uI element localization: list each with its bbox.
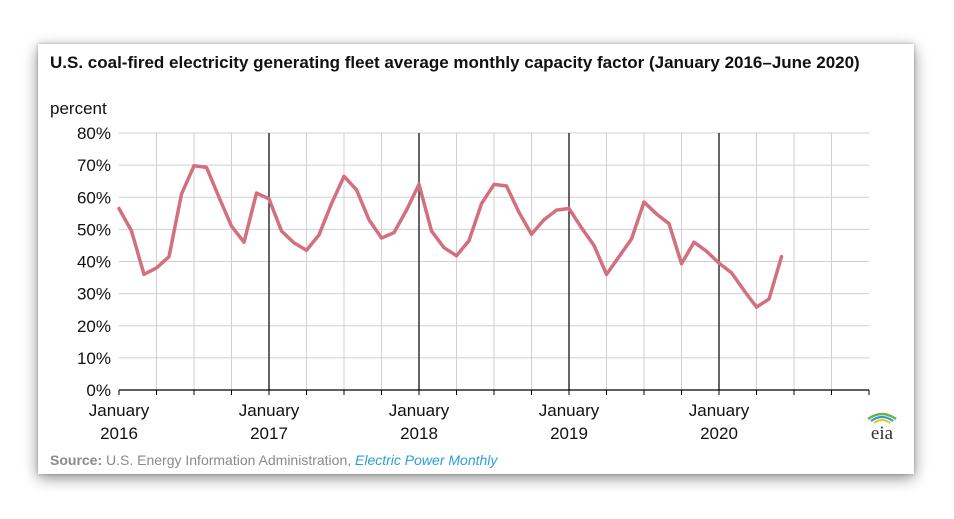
chart-card: U.S. coal-fired electricity generating f… bbox=[38, 44, 914, 474]
x-tick-label-year: 2017 bbox=[250, 424, 288, 443]
data-point bbox=[392, 230, 396, 235]
x-tick-label-month: January bbox=[389, 401, 450, 420]
data-point bbox=[504, 184, 509, 188]
data-point bbox=[442, 246, 446, 250]
data-point bbox=[379, 236, 384, 240]
data-point bbox=[117, 206, 121, 211]
data-point bbox=[329, 202, 334, 206]
data-point bbox=[767, 297, 771, 301]
y-tick-label: 0% bbox=[86, 381, 111, 400]
data-point bbox=[167, 255, 171, 259]
y-tick-label: 80% bbox=[77, 124, 111, 143]
data-point bbox=[754, 305, 759, 309]
data-point bbox=[692, 240, 696, 244]
data-point bbox=[279, 229, 284, 233]
data-point bbox=[204, 165, 209, 169]
data-point bbox=[742, 288, 746, 293]
source-note: Source: U.S. Energy Information Administ… bbox=[50, 452, 497, 468]
data-point bbox=[679, 262, 684, 266]
line-chart: 0% 10% 20% 30% 40% 50% 60% 70% 80% January 2016 Jan… bbox=[77, 124, 870, 443]
data-point bbox=[542, 218, 546, 222]
data-point bbox=[367, 218, 371, 222]
data-point bbox=[579, 226, 584, 230]
data-point bbox=[592, 243, 596, 248]
data-point bbox=[717, 261, 721, 265]
eia-logo-text: eia bbox=[871, 423, 894, 442]
x-tick-label-year: 2016 bbox=[100, 424, 138, 443]
y-tick-label: 60% bbox=[77, 188, 111, 207]
data-point bbox=[404, 208, 409, 212]
data-point bbox=[217, 195, 221, 199]
data-point bbox=[354, 188, 359, 192]
data-point bbox=[192, 164, 196, 168]
data-point bbox=[454, 254, 459, 258]
source-label: Source: bbox=[50, 452, 103, 468]
y-tick-label: 40% bbox=[77, 253, 111, 272]
series-line-capacity-factor bbox=[117, 164, 784, 309]
data-point bbox=[617, 255, 621, 259]
data-point bbox=[567, 206, 571, 211]
data-point bbox=[317, 233, 321, 237]
data-point bbox=[654, 212, 659, 216]
data-point bbox=[304, 248, 309, 252]
data-point bbox=[429, 229, 434, 233]
data-point bbox=[229, 224, 234, 228]
y-axis-unit-label: percent bbox=[50, 99, 107, 118]
data-point bbox=[604, 272, 609, 276]
y-tick-label: 10% bbox=[77, 349, 111, 368]
x-tick-label-month: January bbox=[89, 401, 150, 420]
data-point bbox=[704, 249, 709, 253]
data-point bbox=[479, 202, 484, 206]
data-point bbox=[492, 182, 496, 186]
data-point bbox=[729, 271, 734, 275]
data-point bbox=[629, 237, 634, 241]
source-publication-link[interactable]: Electric Power Monthly bbox=[355, 452, 498, 468]
data-point bbox=[667, 221, 671, 226]
x-tick-label-month: January bbox=[689, 401, 750, 420]
data-point bbox=[642, 200, 646, 204]
x-tick-label-year: 2020 bbox=[700, 424, 738, 443]
data-point bbox=[467, 239, 471, 243]
data-point bbox=[129, 229, 134, 233]
data-point bbox=[267, 197, 271, 201]
data-point bbox=[179, 192, 184, 196]
x-tick-label-year: 2019 bbox=[550, 424, 588, 443]
data-point bbox=[779, 255, 784, 259]
data-point bbox=[529, 232, 534, 236]
data-point bbox=[142, 272, 146, 276]
x-tick-label-month: January bbox=[239, 401, 300, 420]
x-tick-label-month: January bbox=[539, 401, 600, 420]
y-tick-label: 50% bbox=[77, 220, 111, 239]
eia-logo-icon: eia bbox=[867, 412, 897, 442]
x-tick-label-year: 2018 bbox=[400, 424, 438, 443]
chart-title: U.S. coal-fired electricity generating f… bbox=[50, 53, 860, 72]
y-tick-label: 20% bbox=[77, 317, 111, 336]
data-point bbox=[254, 191, 259, 195]
data-point bbox=[292, 241, 296, 245]
data-point bbox=[517, 210, 521, 214]
y-tick-label: 70% bbox=[77, 156, 111, 175]
y-tick-label: 30% bbox=[77, 285, 111, 304]
data-point bbox=[554, 208, 559, 212]
data-point bbox=[242, 240, 246, 244]
data-point bbox=[417, 182, 421, 186]
data-point bbox=[154, 266, 159, 270]
data-point bbox=[342, 174, 346, 178]
source-organization: U.S. Energy Information Administration, bbox=[106, 452, 352, 468]
